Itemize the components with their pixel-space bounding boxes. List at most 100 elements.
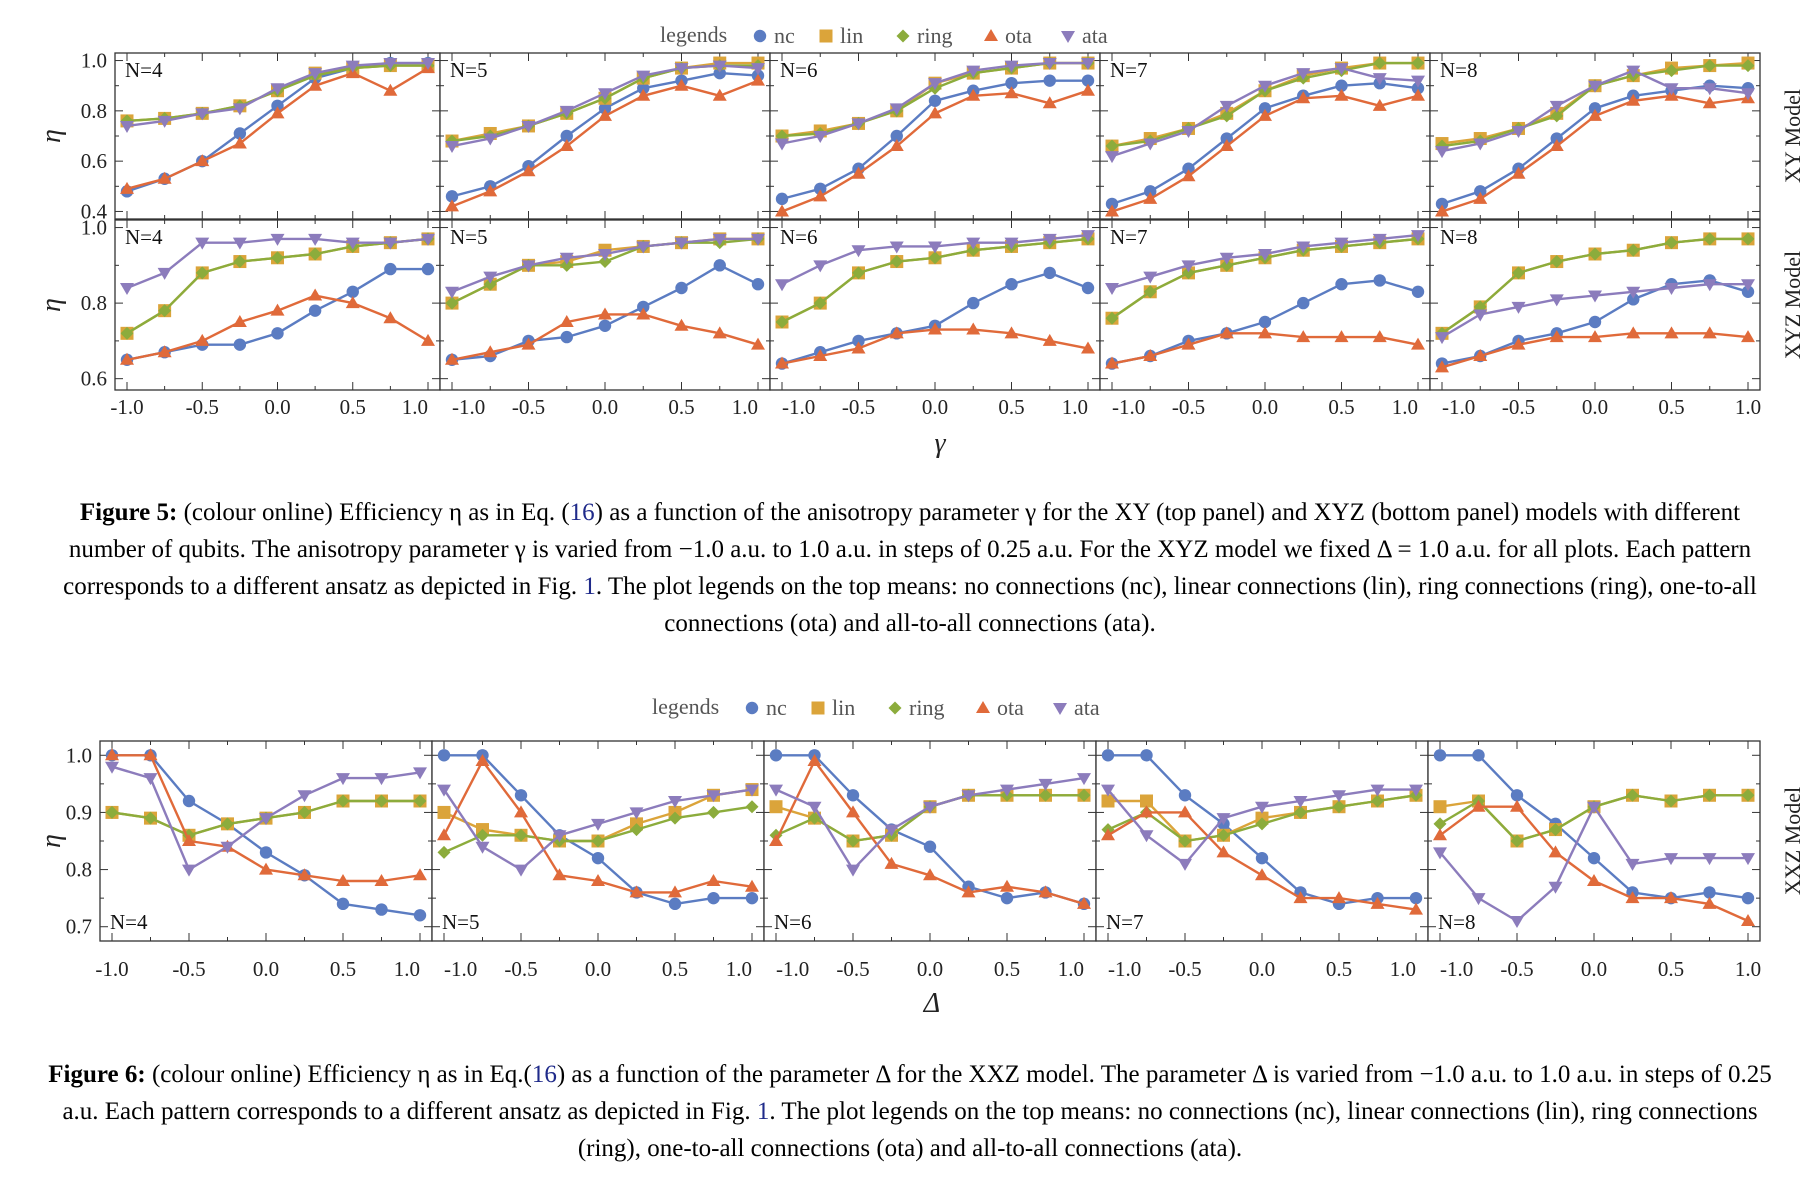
x-tick-label: 0.0 xyxy=(264,395,290,419)
point-ota xyxy=(559,139,574,152)
point-ota xyxy=(437,828,451,841)
point-nc xyxy=(1043,74,1056,87)
point-ota xyxy=(143,748,158,761)
point-ring xyxy=(813,296,827,310)
x-tick-label: -1.0 xyxy=(110,395,143,419)
point-ata xyxy=(259,813,273,826)
point-ota xyxy=(483,184,498,197)
point-ring xyxy=(1371,794,1384,808)
point-ota xyxy=(769,834,783,846)
point-ata xyxy=(120,120,134,133)
point-nc xyxy=(637,300,650,314)
point-ata xyxy=(1334,63,1349,76)
point-ota xyxy=(928,106,942,119)
point-ata xyxy=(1433,847,1447,860)
point-nc xyxy=(890,129,903,143)
y-tick-label: 0.6 xyxy=(81,149,107,173)
point-ring xyxy=(1741,232,1755,246)
figure-5-fig-ref-link[interactable]: 1 xyxy=(583,573,596,600)
point-ata xyxy=(1549,100,1564,113)
point-ring xyxy=(120,326,134,340)
point-ota xyxy=(889,326,904,339)
y-tick-label: 0.8 xyxy=(81,99,107,123)
model-label: XXZ Model xyxy=(1780,787,1805,895)
point-ring xyxy=(413,794,427,808)
point-ring xyxy=(1550,255,1564,269)
figure-5-label: Figure 5: xyxy=(79,499,178,526)
legend: legends nc lin ring ota ata xyxy=(660,22,1108,48)
point-ata xyxy=(1411,75,1425,88)
point-nc xyxy=(1587,851,1601,865)
panel-label: N=4 xyxy=(110,910,148,934)
point-ota xyxy=(1143,191,1158,204)
point-ota xyxy=(1139,805,1154,818)
point-ata xyxy=(120,283,134,295)
x-tick-label: -1.0 xyxy=(444,957,477,981)
point-ota xyxy=(1588,330,1602,343)
point-ring xyxy=(271,251,284,265)
point-ata xyxy=(270,233,285,246)
point-ring xyxy=(1220,109,1234,123)
point-ata xyxy=(195,108,210,121)
point-ota xyxy=(1471,799,1486,812)
point-nc xyxy=(375,903,388,916)
figure-6-eq-ref-link[interactable]: 16 xyxy=(531,1061,557,1088)
panel-N-4: N=4 xyxy=(99,740,433,942)
point-ata xyxy=(1511,301,1526,314)
point-nc xyxy=(923,840,937,853)
point-ring xyxy=(630,823,643,837)
point-nc xyxy=(1741,285,1755,298)
x-tick-label: 0.5 xyxy=(662,957,688,981)
panel-label: N=4 xyxy=(125,58,163,82)
point-ota xyxy=(1411,88,1425,101)
point-ota xyxy=(105,748,119,761)
point-nc xyxy=(1411,285,1425,298)
point-ota xyxy=(514,805,528,818)
x-tick-label: 0.5 xyxy=(1328,395,1354,419)
x-tick-label: -1.0 xyxy=(1442,395,1475,419)
point-ota xyxy=(232,315,247,327)
panel-label: N=4 xyxy=(125,225,163,249)
panel-label: N=7 xyxy=(1106,910,1144,934)
legend-marker-ata xyxy=(1053,703,1067,715)
point-ota xyxy=(966,322,981,335)
legend: legends nc lin ring ota ata xyxy=(652,694,1100,720)
x-tick-label: 1.0 xyxy=(1392,395,1418,419)
x-tick-label: 0.5 xyxy=(994,957,1020,981)
x-tick-label: -0.5 xyxy=(842,395,875,419)
point-ring xyxy=(195,266,209,280)
point-nc xyxy=(1435,197,1449,211)
point-nc xyxy=(259,846,273,859)
point-ota xyxy=(751,73,765,86)
point-ata xyxy=(514,864,528,877)
point-ata xyxy=(220,841,235,854)
point-ata xyxy=(598,249,612,261)
point-ata xyxy=(1588,80,1602,93)
point-ata xyxy=(483,271,498,284)
x-tick-label: 0.0 xyxy=(592,395,618,419)
panel-label: N=6 xyxy=(780,58,818,82)
point-lin xyxy=(769,800,783,814)
y-axis-label: η xyxy=(36,298,67,312)
point-ata xyxy=(813,131,828,143)
point-ring xyxy=(1039,788,1052,802)
point-ring xyxy=(158,304,172,318)
point-nc xyxy=(233,127,247,140)
x-tick-label: 0.5 xyxy=(668,395,694,419)
point-ring xyxy=(476,828,489,842)
point-ata xyxy=(1219,100,1234,113)
figure-6-fig-ref-link[interactable]: 1 xyxy=(756,1098,770,1125)
point-ata xyxy=(1004,237,1019,250)
legend-marker-ota xyxy=(976,701,990,713)
point-ota xyxy=(1409,902,1423,915)
point-ata xyxy=(889,241,904,254)
point-ata xyxy=(1548,881,1563,894)
point-ota xyxy=(745,879,759,892)
point-ring xyxy=(1217,828,1230,842)
point-ota xyxy=(1105,204,1119,217)
point-ota xyxy=(1473,349,1488,361)
point-ota xyxy=(674,318,689,331)
point-ring xyxy=(1664,794,1678,808)
figure-5-eq-ref-link[interactable]: 16 xyxy=(569,499,595,526)
point-ata xyxy=(308,68,323,81)
